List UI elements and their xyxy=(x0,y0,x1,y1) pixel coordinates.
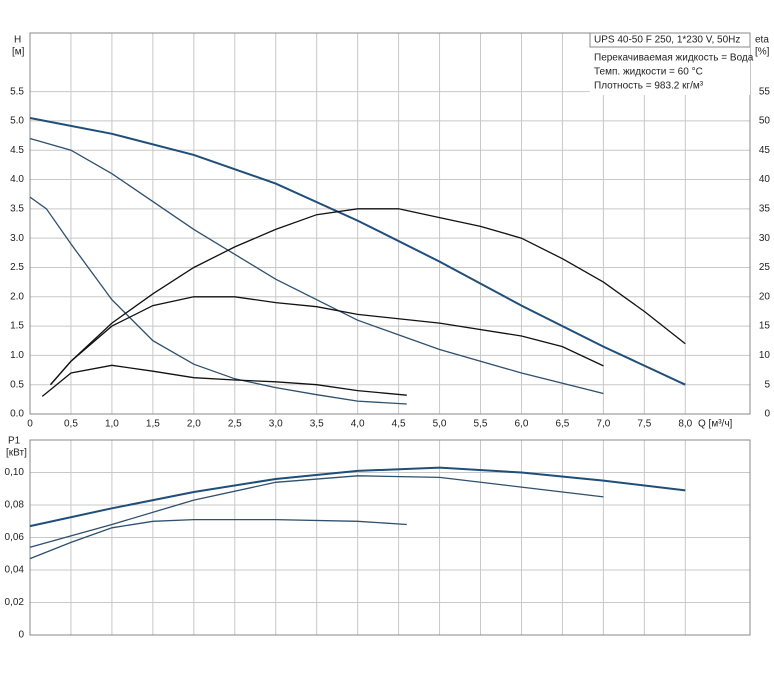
y-tick-label: 2.0 xyxy=(10,291,24,302)
y-tick-label: 0,08 xyxy=(5,500,25,511)
y-tick-label: 3.0 xyxy=(10,233,24,244)
y2-axis-label: eta xyxy=(755,35,769,46)
y-tick-label: 3.5 xyxy=(10,203,24,214)
y-tick-label: 5.0 xyxy=(10,116,24,127)
x-tick-label: 6,5 xyxy=(555,419,569,430)
info-text: UPS 40-50 F 250, 1*230 V, 50Hz xyxy=(594,35,740,46)
y-tick-label: 2.5 xyxy=(10,262,24,273)
y-tick-label: 1.0 xyxy=(10,350,24,361)
plot-frame xyxy=(29,32,751,415)
y-axis-unit: [м] xyxy=(12,47,25,58)
info-box-title-frame xyxy=(589,32,751,48)
curve xyxy=(29,475,604,548)
curve xyxy=(29,196,407,405)
info-text: Темп. жидкости = 60 °C xyxy=(594,67,703,78)
y-tick-label: 0,06 xyxy=(5,532,25,543)
y2-tick-label: 55 xyxy=(759,86,771,97)
x-tick-label: 8,0 xyxy=(678,419,692,430)
y2-tick-label: 20 xyxy=(759,291,771,302)
x-tick-label: 3,5 xyxy=(310,419,324,430)
curve xyxy=(29,117,686,386)
y-axis-unit: [кВт] xyxy=(6,448,27,459)
x-tick-label: 2,5 xyxy=(228,419,242,430)
y2-tick-label: 45 xyxy=(759,145,771,156)
y-tick-label: 0 xyxy=(18,630,24,641)
y2-tick-label: 15 xyxy=(759,321,771,332)
x-tick-label: 2,0 xyxy=(187,419,201,430)
y2-tick-label: 10 xyxy=(759,350,771,361)
info-text: Плотность = 983.2 кг/м³ xyxy=(594,81,704,92)
curve xyxy=(29,137,604,395)
y2-tick-label: 40 xyxy=(759,174,771,185)
x-tick-label: 4,5 xyxy=(392,419,406,430)
plot-frame xyxy=(29,439,751,636)
curve xyxy=(41,364,407,397)
info-text: Перекачиваемая жидкость = Вода xyxy=(594,53,754,64)
x-tick-label: 0,5 xyxy=(64,419,78,430)
y-tick-label: 4.5 xyxy=(10,145,24,156)
curve xyxy=(50,208,686,386)
y-tick-label: 0,04 xyxy=(5,565,25,576)
x-tick-label: 3,0 xyxy=(269,419,283,430)
y2-tick-label: 25 xyxy=(759,262,771,273)
y2-tick-label: 35 xyxy=(759,203,771,214)
x-tick-label: 1,5 xyxy=(146,419,160,430)
x-tick-label: 6,0 xyxy=(515,419,529,430)
y2-tick-label: 50 xyxy=(759,116,771,127)
y-tick-label: 0.0 xyxy=(10,409,24,420)
y-axis-label: P1 xyxy=(8,436,21,447)
y2-axis-unit: [%] xyxy=(755,47,770,58)
y-tick-label: 4.0 xyxy=(10,174,24,185)
x-tick-label: 0 xyxy=(27,419,33,430)
curve xyxy=(29,518,407,560)
x-tick-label: 7,0 xyxy=(596,419,610,430)
x-axis-label: Q [м³/ч] xyxy=(698,419,733,430)
y-tick-label: 5.5 xyxy=(10,86,24,97)
curve xyxy=(29,466,686,528)
y2-tick-label: 5 xyxy=(764,379,770,390)
y-tick-label: 0.5 xyxy=(10,379,24,390)
y2-tick-label: 0 xyxy=(764,409,770,420)
x-tick-label: 1,0 xyxy=(105,419,119,430)
y2-tick-label: 30 xyxy=(759,233,771,244)
x-tick-label: 5,5 xyxy=(474,419,488,430)
curve xyxy=(50,296,604,386)
y-tick-label: 1.5 xyxy=(10,321,24,332)
y-tick-label: 0,10 xyxy=(5,467,25,478)
x-tick-label: 7,5 xyxy=(637,419,651,430)
y-tick-label: 0,02 xyxy=(5,597,25,608)
x-tick-label: 5,0 xyxy=(433,419,447,430)
y-axis-label: H xyxy=(14,35,21,46)
x-tick-label: 4,0 xyxy=(351,419,365,430)
